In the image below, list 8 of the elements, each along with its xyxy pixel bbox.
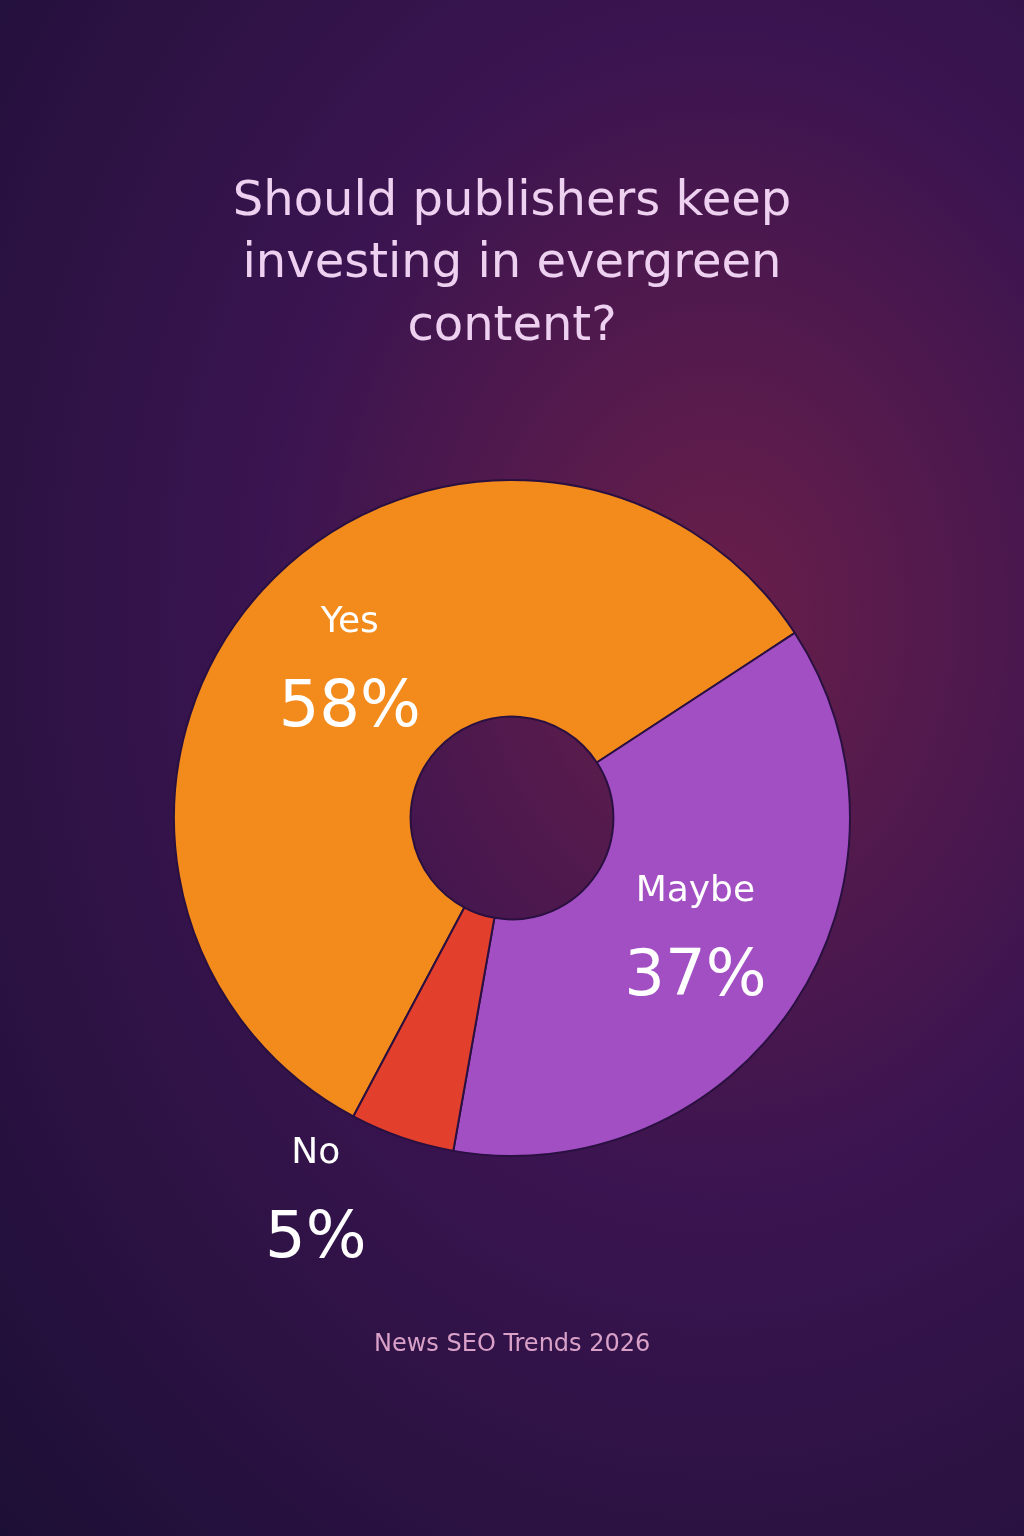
text: News SEO Trends 2026 — [374, 1329, 651, 1357]
data-label: 37% — [624, 935, 767, 1010]
slice-label: Maybe — [635, 868, 756, 910]
data-label: 58% — [278, 666, 421, 741]
slice-label: Yes — [319, 599, 379, 641]
slice-label: No — [291, 1130, 341, 1172]
chart-title: Should publishers keep investing in evergreen content? — [232, 170, 792, 351]
data-label: 5% — [265, 1197, 367, 1272]
